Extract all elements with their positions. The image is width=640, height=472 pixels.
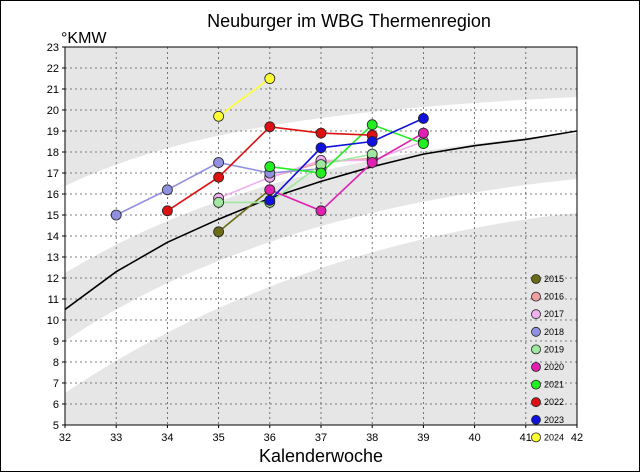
y-tick-label: 13 <box>47 252 59 264</box>
legend-marker-2017 <box>531 309 541 320</box>
legend-label-2018: 2018 <box>544 327 564 337</box>
y-tick-label: 8 <box>53 357 59 369</box>
y-tick-label: 20 <box>47 105 59 117</box>
data-point-2015 <box>213 226 225 238</box>
x-tick-label: 40 <box>468 432 480 444</box>
y-tick-label: 6 <box>53 399 59 411</box>
y-tick-label: 18 <box>47 147 59 159</box>
x-tick-label: 41 <box>520 432 532 444</box>
data-point-2024 <box>213 110 225 122</box>
series-line-2015 <box>218 189 271 233</box>
band-lower-white <box>65 179 577 393</box>
chart-title: Neuburger im WBG Thermenregion <box>207 11 491 31</box>
y-tick-label: 9 <box>53 336 59 348</box>
y-tick-label: 21 <box>47 84 59 96</box>
reference-curve <box>65 130 577 311</box>
series-line-2023 <box>269 117 424 201</box>
data-point-2023 <box>264 194 276 206</box>
legend-label-2016: 2016 <box>544 292 564 302</box>
legend-marker-2023 <box>531 414 541 425</box>
data-point-2021 <box>315 167 327 179</box>
x-tick-label: 42 <box>571 432 583 444</box>
data-point-2023 <box>366 136 378 147</box>
series-line-2021 <box>269 123 424 174</box>
legend-marker-2019 <box>531 344 541 355</box>
legend-marker-2016 <box>531 291 541 302</box>
data-point-2022 <box>264 121 276 133</box>
data-point-2020 <box>315 205 327 217</box>
series-line-2019 <box>218 153 373 204</box>
series-layer <box>110 73 429 238</box>
x-tick-label: 32 <box>59 432 71 444</box>
x-tick-label: 33 <box>110 432 122 444</box>
data-point-2022 <box>315 127 327 139</box>
legend-marker-2015 <box>531 274 541 284</box>
x-tick-label: 35 <box>212 432 224 444</box>
data-point-2018 <box>110 209 122 221</box>
x-tick-label: 39 <box>417 432 429 444</box>
legend-label-2020: 2020 <box>544 362 564 372</box>
data-point-2024 <box>264 73 276 84</box>
x-tick-label: 38 <box>366 432 378 444</box>
y-tick-label: 11 <box>48 294 59 306</box>
y-tick-label: 17 <box>47 168 59 180</box>
y-tick-label: 16 <box>47 189 59 201</box>
data-point-2021 <box>417 138 429 150</box>
data-point-2020 <box>417 127 429 139</box>
data-point-2020 <box>366 157 378 168</box>
x-tick-label: 37 <box>315 432 327 444</box>
data-point-2018 <box>213 157 225 168</box>
legend-label-2023: 2023 <box>544 415 564 425</box>
data-point-2023 <box>315 142 327 154</box>
legend-label-2024: 2024 <box>544 432 564 442</box>
data-point-2023 <box>417 113 429 124</box>
legend-label-2019: 2019 <box>544 344 564 354</box>
data-point-2020 <box>264 184 276 196</box>
y-tick-label: 10 <box>47 315 59 327</box>
legend-marker-2021 <box>531 379 541 390</box>
series-line-2024 <box>218 77 271 117</box>
x-axis-label: Kalenderwoche <box>259 446 383 466</box>
data-point-2018 <box>161 184 173 196</box>
x-tick-label: 36 <box>264 432 276 444</box>
legend-label-2022: 2022 <box>544 397 564 407</box>
y-tick-label: 14 <box>47 231 59 243</box>
y-tick-label: 12 <box>47 273 59 285</box>
legend-label-2021: 2021 <box>544 380 564 390</box>
y-tick-label: 15 <box>47 210 59 222</box>
y-tick-label: 23 <box>47 42 59 54</box>
reference-curve-line <box>65 130 577 311</box>
data-point-2022 <box>213 171 225 183</box>
y-tick-label: 7 <box>53 378 59 390</box>
y-tick-label: 5 <box>53 420 59 432</box>
legend-marker-2018 <box>531 326 541 337</box>
legend-label-2015: 2015 <box>544 274 564 284</box>
data-point-2019 <box>213 196 225 208</box>
legend-marker-2020 <box>531 362 541 372</box>
y-tick-label: 22 <box>47 63 59 75</box>
data-point-2021 <box>264 161 276 173</box>
band-upper-white <box>65 97 577 273</box>
x-tick-label: 34 <box>161 432 173 444</box>
series-line-2020 <box>269 132 424 212</box>
grid-lines <box>65 47 577 425</box>
y-tick-label: 19 <box>47 126 59 138</box>
legend-marker-2024 <box>531 432 541 443</box>
legend-marker-2022 <box>531 397 541 408</box>
y-axis-unit: °KMW <box>61 30 107 47</box>
legend: 2015 2016 2017 2018 2019 2020 2021 2022 2023 2024 <box>531 274 564 443</box>
data-point-2021 <box>366 119 378 131</box>
data-point-2022 <box>161 205 173 217</box>
legend-label-2017: 2017 <box>544 309 564 319</box>
